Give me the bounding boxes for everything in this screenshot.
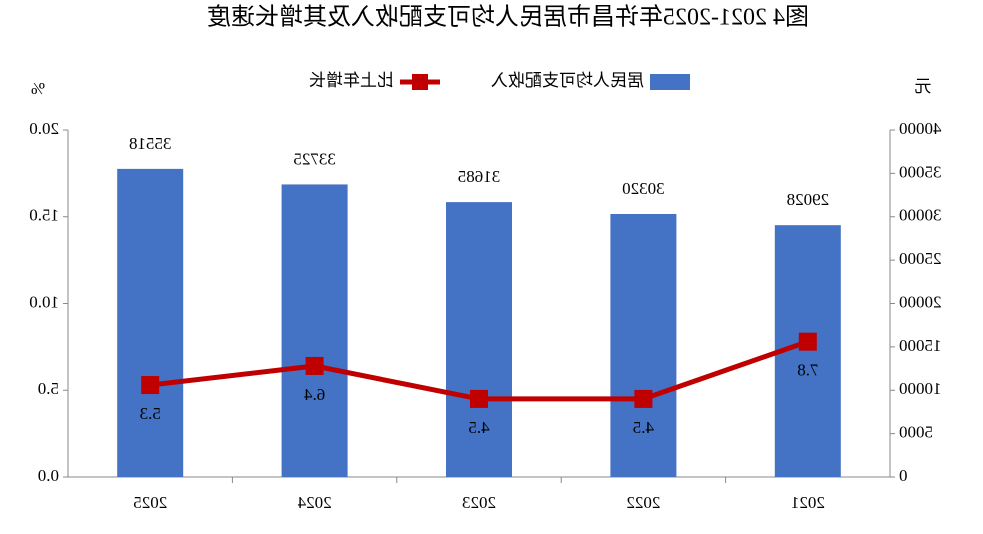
x-tick-label: 2023 (462, 493, 496, 512)
bar (446, 202, 512, 477)
line-marker (470, 389, 488, 408)
y-tick-label: 25000 (899, 249, 942, 268)
bar-value-label: 29028 (787, 190, 830, 209)
line-value-label: 7.8 (797, 361, 818, 380)
y2-unit: % (31, 79, 45, 98)
line-value-label: 4.5 (633, 418, 654, 437)
bar (281, 184, 348, 478)
y-tick-label: 5000 (899, 423, 933, 442)
line-marker (634, 389, 653, 408)
bar (610, 213, 677, 477)
y-unit: 元 (915, 77, 932, 96)
legend-swatch (650, 74, 690, 90)
bar-value-label: 33725 (293, 149, 336, 168)
x-tick-label: 2024 (297, 493, 332, 512)
line-value-label: 6.4 (303, 385, 325, 404)
line-marker (798, 332, 817, 351)
bar-value-label: 31685 (458, 167, 501, 186)
bar-value-label: 30320 (622, 179, 665, 198)
y-tick-label: 0 (899, 466, 908, 485)
x-tick-label: 2022 (626, 493, 660, 512)
y2-tick-label: 10.0 (29, 292, 59, 311)
y-tick-label: 35000 (899, 162, 942, 181)
y2-tick-label: 20.0 (29, 119, 59, 138)
y2-tick-label: 15.0 (29, 206, 59, 225)
x-tick-label: 2021 (791, 493, 825, 512)
bar (117, 168, 184, 477)
y2-tick-label: 5.0 (38, 379, 59, 398)
y-tick-label: 40000 (899, 119, 942, 138)
legend-label: 居民人均可支配收入 (491, 71, 644, 90)
y-tick-label: 10000 (899, 379, 942, 398)
x-tick-label: 2025 (133, 493, 167, 512)
chart-title: 图4 2021-2025年许昌市居民人均可支配收入及其增长速度 (207, 4, 809, 31)
y-tick-label: 30000 (899, 206, 942, 225)
y2-tick-label: 0.0 (38, 466, 59, 485)
y-tick-label: 20000 (899, 292, 942, 311)
line-value-label: 5.3 (140, 404, 161, 423)
legend-label: 比上年增长 (309, 71, 394, 90)
line-value-label: 4.5 (468, 418, 489, 437)
line-marker (141, 376, 160, 395)
line-marker (305, 356, 324, 375)
bar-value-label: 35518 (129, 134, 172, 153)
y-tick-label: 15000 (899, 336, 942, 355)
legend-swatch (412, 74, 428, 90)
